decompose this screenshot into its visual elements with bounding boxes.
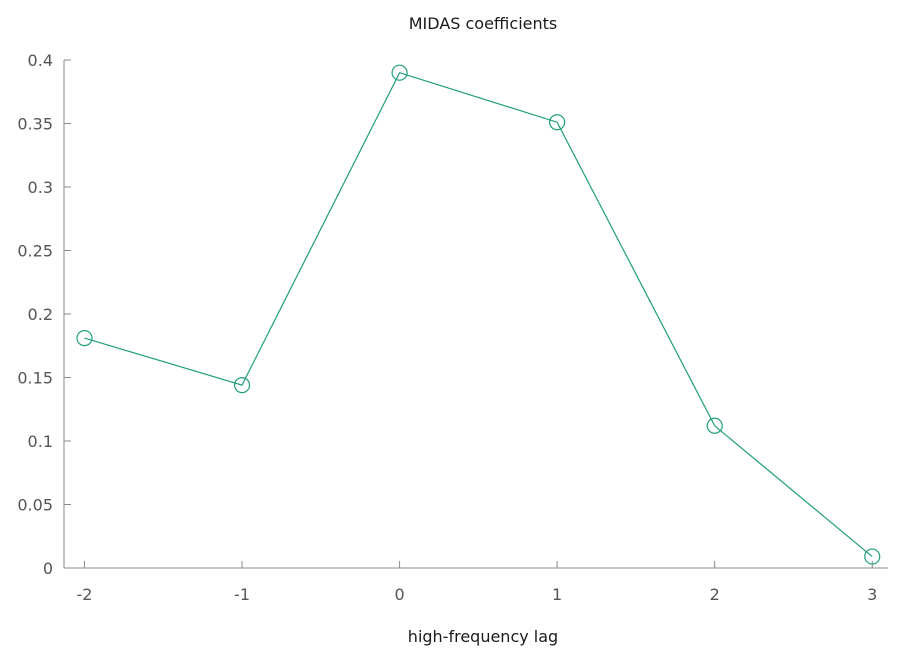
x-tick-label: 3: [867, 585, 877, 604]
y-tick-label: 0.25: [17, 242, 53, 261]
x-axis-label: high-frequency lag: [408, 627, 558, 646]
chart-title: MIDAS coefficients: [409, 14, 557, 33]
data-point-marker: [549, 114, 566, 131]
y-axis: 0 0.05 0.1 0.15 0.2 0.25 0.3 0.35 0.4: [17, 51, 71, 578]
data-point-marker: [76, 330, 93, 347]
y-tick-label: 0.15: [17, 369, 53, 388]
x-tick-label: -2: [77, 585, 93, 604]
y-tick-label: 0: [43, 559, 53, 578]
x-axis: -2 -1 0 1 2 3: [64, 561, 888, 604]
y-tick-label: 0.1: [28, 432, 53, 451]
y-tick-label: 0.2: [28, 305, 53, 324]
y-tick-label: 0.3: [28, 178, 53, 197]
x-tick-label: 1: [552, 585, 562, 604]
plot-series: [76, 64, 881, 565]
data-point-marker: [391, 64, 408, 81]
series-line: [84, 71, 873, 558]
data-point-marker: [706, 417, 723, 434]
data-point-marker: [233, 377, 251, 394]
x-tick-label: 0: [394, 585, 404, 604]
y-tick-label: 0.35: [17, 115, 53, 134]
x-tick-label: 2: [710, 585, 720, 604]
x-tick-label: -1: [234, 585, 250, 604]
y-tick-label: 0.4: [28, 51, 53, 70]
y-tick-label: 0.05: [17, 496, 53, 515]
data-point-marker: [864, 548, 881, 565]
